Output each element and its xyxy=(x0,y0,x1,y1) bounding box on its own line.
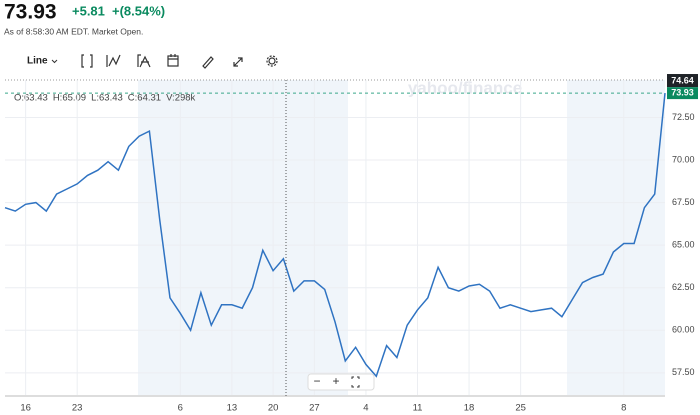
toolbar-icons[interactable] xyxy=(81,54,278,69)
y-tick-label: 72.50 xyxy=(672,112,695,122)
zoom-in[interactable]: + xyxy=(332,374,339,388)
x-tick-label: 4 xyxy=(363,403,368,414)
ohlc-item: H:65.09 xyxy=(53,93,86,104)
x-tick-label: 16 xyxy=(20,403,31,414)
chart-type-button[interactable]: Line xyxy=(27,56,48,67)
ohlc-item: O:63.43 xyxy=(14,93,48,104)
x-tick-label: 27 xyxy=(309,403,320,414)
x-tick-label: 20 xyxy=(268,403,279,414)
zoom-out[interactable]: − xyxy=(313,374,320,388)
period-shade xyxy=(567,80,665,395)
ohlc-readout: O:63.43 H:65.09 L:63.43 C:64.31 V:298k xyxy=(14,93,196,104)
high-price-tag xyxy=(667,74,698,88)
x-tick-label: 23 xyxy=(72,403,83,414)
last-price-label: 73.93 xyxy=(671,87,694,97)
zoom-controls xyxy=(307,373,375,391)
x-tick-label: 8 xyxy=(621,403,626,414)
x-tick-label: 6 xyxy=(178,403,183,414)
x-tick-label: 18 xyxy=(464,403,475,414)
x-tick-label: 13 xyxy=(227,403,238,414)
change: +5.81 xyxy=(72,3,105,18)
change-pct: +(8.54%) xyxy=(112,3,165,18)
x-tick-label: 25 xyxy=(515,403,526,414)
watermark: yahoo/finance xyxy=(408,78,522,97)
plot: 57.50 60.00 62.50 65.00 67.50 70.00 72.50 16 23 6… xyxy=(4,74,698,414)
y-tick-label: 67.50 xyxy=(672,197,695,207)
period-shade xyxy=(138,80,348,395)
ohlc-item: L:63.43 xyxy=(91,93,123,104)
y-tick-label: 62.50 xyxy=(672,282,695,292)
y-tick-label: 70.00 xyxy=(672,154,695,164)
y-tick-label: 65.00 xyxy=(672,240,695,250)
y-tick-label: 60.00 xyxy=(672,325,695,335)
ohlc-item: C:64.31 xyxy=(128,93,161,104)
price-line xyxy=(4,93,666,378)
last-price-tag xyxy=(667,87,698,100)
price: 73.93 xyxy=(4,1,57,24)
y-tick-label: 57.50 xyxy=(672,367,695,377)
ohlc-item: V:298k xyxy=(166,93,195,104)
x-tick-label: 11 xyxy=(413,403,423,414)
high-price-label: 74.64 xyxy=(671,75,694,85)
dropdown-caret[interactable] xyxy=(51,59,58,64)
as-of: As of 8:58:30 AM EDT. Market Open. xyxy=(4,26,143,36)
zoom-reset[interactable] xyxy=(351,376,360,388)
